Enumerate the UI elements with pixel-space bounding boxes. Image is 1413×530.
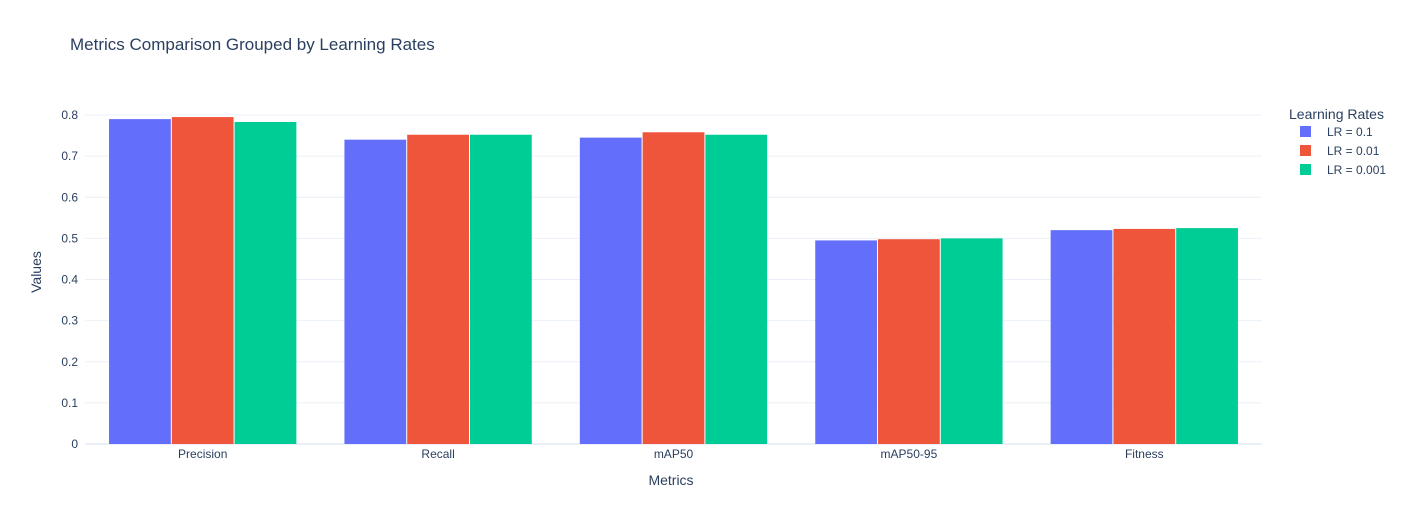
y-tick-label: 0.1 bbox=[61, 396, 78, 410]
x-tick-label: mAP50 bbox=[654, 447, 694, 461]
bar[interactable] bbox=[815, 240, 878, 444]
y-axis-title: Values bbox=[28, 251, 44, 293]
bar[interactable] bbox=[1176, 228, 1238, 444]
y-tick-label: 0.7 bbox=[61, 149, 78, 163]
y-tick-label: 0.4 bbox=[61, 273, 78, 287]
x-tick-label: Recall bbox=[421, 447, 454, 461]
y-tick-label: 0.3 bbox=[61, 314, 78, 328]
bar[interactable] bbox=[642, 132, 705, 444]
bar[interactable] bbox=[234, 121, 297, 445]
legend-item-label[interactable]: LR = 0.1 bbox=[1327, 125, 1373, 139]
bar[interactable] bbox=[705, 134, 768, 445]
legend-swatch[interactable] bbox=[1300, 164, 1311, 175]
bar[interactable] bbox=[109, 119, 171, 445]
y-tick-label: 0.5 bbox=[61, 231, 78, 245]
x-tick-labels: Precision Recall mAP50 mAP50-95 Fitness bbox=[178, 447, 1164, 461]
x-tick-label: mAP50-95 bbox=[881, 447, 938, 461]
bars bbox=[109, 117, 1238, 445]
x-tick-label: Precision bbox=[178, 447, 227, 461]
bar[interactable] bbox=[1050, 230, 1113, 444]
legend-swatch[interactable] bbox=[1300, 145, 1311, 156]
chart-title: Metrics Comparison Grouped by Learning R… bbox=[70, 35, 435, 54]
bar[interactable] bbox=[344, 139, 407, 445]
x-axis-title: Metrics bbox=[648, 472, 693, 488]
legend[interactable]: Learning Rates LR = 0.1 LR = 0.01 LR = 0.0… bbox=[1289, 106, 1386, 177]
bar[interactable] bbox=[469, 134, 532, 445]
bar[interactable] bbox=[579, 137, 642, 444]
x-tick-label: Fitness bbox=[1125, 447, 1164, 461]
bar[interactable] bbox=[1113, 228, 1176, 444]
y-tick-labels: 0 0.1 0.2 0.3 0.4 0.5 0.6 0.7 0.8 bbox=[61, 108, 78, 451]
bar[interactable] bbox=[407, 134, 469, 445]
y-tick-label: 0 bbox=[71, 437, 78, 451]
bar[interactable] bbox=[171, 117, 234, 445]
legend-swatch[interactable] bbox=[1300, 126, 1311, 137]
legend-title: Learning Rates bbox=[1289, 106, 1384, 122]
y-tick-label: 0.8 bbox=[61, 108, 78, 122]
legend-item-label[interactable]: LR = 0.01 bbox=[1327, 144, 1380, 158]
y-tick-label: 0.2 bbox=[61, 355, 78, 369]
y-tick-label: 0.6 bbox=[61, 190, 78, 204]
bar[interactable] bbox=[940, 238, 1003, 444]
legend-item-label[interactable]: LR = 0.001 bbox=[1327, 163, 1386, 177]
bar[interactable] bbox=[878, 239, 940, 444]
